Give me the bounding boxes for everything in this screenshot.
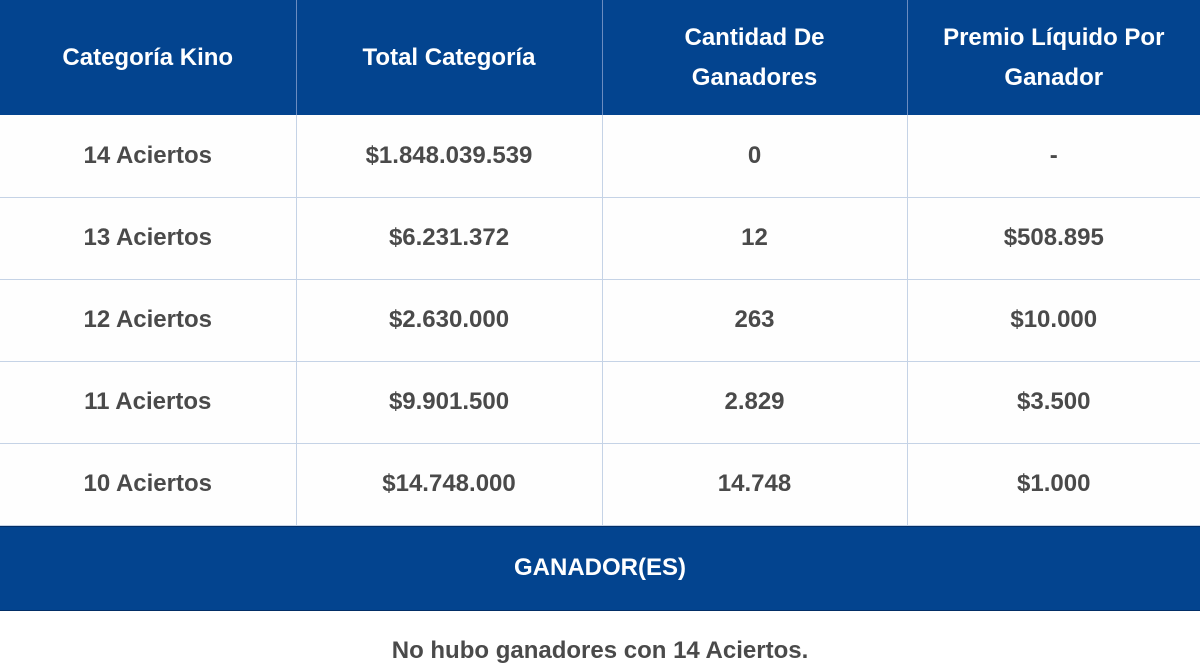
cell-total: $1.848.039.539: [295, 115, 603, 198]
header-text: Ganadores: [691, 63, 818, 91]
table-row: 11 Aciertos $9.901.500 2.829 $3.500: [0, 360, 1200, 444]
table-row: 14 Aciertos $1.848.039.539 0 -: [0, 115, 1200, 198]
cell-total: $9.901.500: [295, 360, 603, 444]
cell-category: 13 Aciertos: [0, 196, 297, 280]
winners-section-header: GANADOR(ES): [0, 525, 1200, 611]
prize-table: Categoría Kino Total Categoría Cantidad …: [0, 0, 1200, 526]
cell-category: 10 Aciertos: [0, 442, 297, 526]
winners-title: GANADOR(ES): [514, 554, 686, 581]
cell-winners-count: 14.748: [601, 442, 908, 526]
cell-winners-count: 0: [601, 115, 908, 198]
table-row: 13 Aciertos $6.231.372 12 $508.895: [0, 196, 1200, 280]
cell-total: $6.231.372: [295, 196, 603, 280]
cell-category: 14 Aciertos: [0, 115, 297, 198]
cell-prize: $1.000: [906, 442, 1200, 526]
cell-category: 11 Aciertos: [0, 360, 297, 444]
header-text: Ganador: [1004, 63, 1104, 91]
table-row: 12 Aciertos $2.630.000 263 $10.000: [0, 278, 1200, 362]
cell-category: 12 Aciertos: [0, 278, 297, 362]
cell-winners-count: 2.829: [601, 360, 908, 444]
column-header-prize-per-winner: Premio Líquido Por Ganador: [906, 0, 1200, 115]
winners-message: No hubo ganadores con 14 Aciertos.: [391, 636, 809, 664]
cell-prize: $3.500: [906, 360, 1200, 444]
header-text: Total Categoría: [362, 43, 536, 71]
cell-winners-count: 263: [601, 278, 908, 362]
header-text: Categoría Kino: [62, 43, 234, 71]
table-header-row: Categoría Kino Total Categoría Cantidad …: [0, 0, 1200, 115]
cell-total: $2.630.000: [295, 278, 603, 362]
column-header-category: Categoría Kino: [0, 0, 296, 115]
cell-winners-count: 12: [601, 196, 908, 280]
cell-prize: -: [906, 115, 1200, 198]
header-text: Cantidad De: [684, 23, 825, 51]
cell-prize: $508.895: [906, 196, 1200, 280]
table-row: 10 Aciertos $14.748.000 14.748 $1.000: [0, 442, 1200, 526]
column-header-total: Total Categoría: [295, 0, 602, 115]
cell-prize: $10.000: [906, 278, 1200, 362]
column-header-winners-count: Cantidad De Ganadores: [601, 0, 907, 115]
header-text: Premio Líquido Por: [943, 23, 1165, 51]
cell-total: $14.748.000: [295, 442, 603, 526]
